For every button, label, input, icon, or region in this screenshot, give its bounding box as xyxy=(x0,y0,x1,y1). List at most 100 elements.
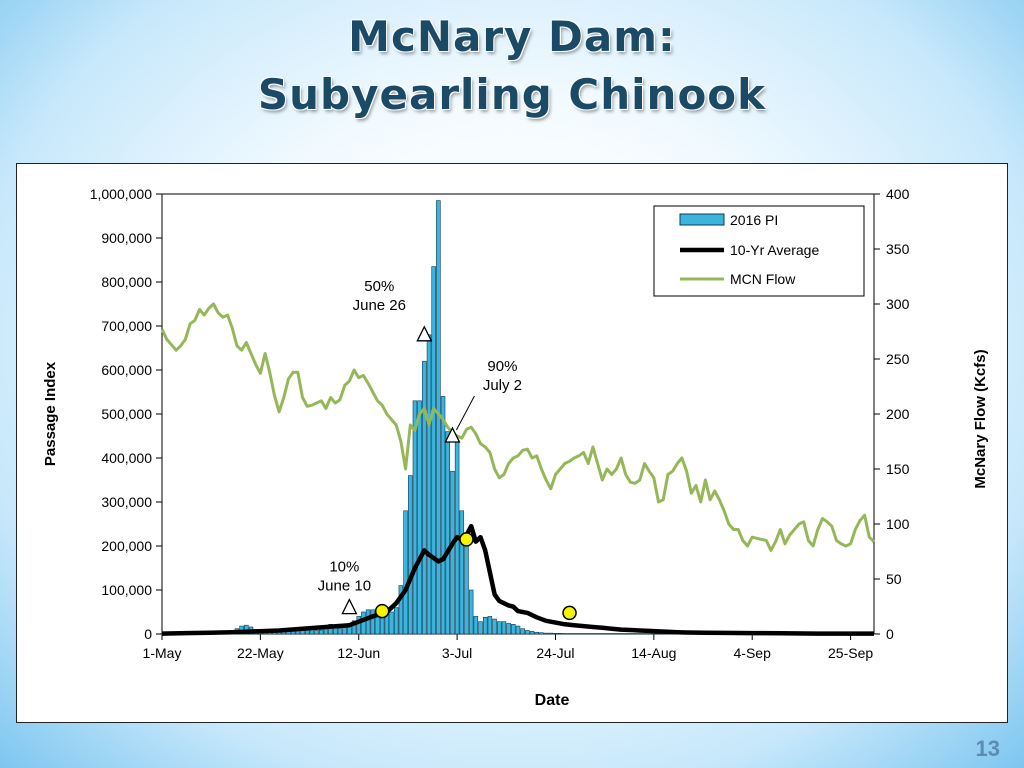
y-tick-label: 0 xyxy=(144,626,152,642)
y-tick-label: 500,000 xyxy=(101,406,152,422)
annotation-leader xyxy=(455,395,475,431)
pi-bar xyxy=(609,633,614,635)
y-tick-label: 300,000 xyxy=(101,494,152,510)
pi-bar xyxy=(356,616,361,635)
y-tick-right-label: 300 xyxy=(886,296,910,312)
pi-bar xyxy=(370,609,376,635)
pi-bar xyxy=(562,633,568,635)
y-axis-right-label: McNary Flow (Kcfs) xyxy=(972,349,989,488)
x-tick-label: 14-Aug xyxy=(631,645,676,661)
annotation-label: July 2 xyxy=(483,377,522,394)
x-tick-label: 24-Jul xyxy=(536,645,574,661)
pi-bar xyxy=(586,633,591,635)
pi-bar xyxy=(497,621,502,635)
x-tick-label: 4-Sep xyxy=(734,645,772,661)
avg-marker xyxy=(374,603,390,619)
pi-bar xyxy=(642,633,647,635)
pi-bar xyxy=(342,627,347,635)
annotations: 10% June 10 50% June 26 90% July 2 xyxy=(318,278,577,621)
pi-bar xyxy=(581,633,586,635)
pi-bar xyxy=(506,623,511,635)
y-tick-label: 400,000 xyxy=(101,450,152,466)
pi-bar xyxy=(459,510,465,635)
pi-bar xyxy=(450,470,455,635)
y-tick-right-label: 0 xyxy=(886,626,894,642)
pi-bar xyxy=(473,616,479,635)
y-tick-label: 800,000 xyxy=(101,274,152,290)
pi-bar xyxy=(426,334,432,635)
pi-bar xyxy=(464,545,469,635)
pi-bar xyxy=(553,633,558,635)
pi-bar xyxy=(628,633,633,635)
pi-bar xyxy=(393,607,399,635)
pi-bar xyxy=(422,360,427,635)
y-tick-label: 600,000 xyxy=(101,362,152,378)
x-tick-label: 22-May xyxy=(237,645,284,661)
pi-bar xyxy=(365,609,371,635)
y-tick-label: 200,000 xyxy=(101,538,152,554)
pi-bar xyxy=(328,624,333,635)
y-tick-label: 900,000 xyxy=(101,230,152,246)
pi-bar xyxy=(576,633,582,635)
pi-bar xyxy=(487,616,493,635)
pi-bar xyxy=(389,611,394,635)
pi-bar xyxy=(604,633,610,635)
passage-flow-chart: 0 100,000 200,000 300,000 400,000 500,000 600,… xyxy=(42,186,989,709)
pi-bar xyxy=(398,585,404,635)
pi-bar xyxy=(417,400,422,635)
y-tick-label: 700,000 xyxy=(101,318,152,334)
pi-bar xyxy=(525,630,530,635)
pi-bar xyxy=(319,629,324,635)
y-tick-right-label: 100 xyxy=(886,516,910,532)
y-tick-right-label: 250 xyxy=(886,351,910,367)
pi-bar xyxy=(646,633,652,635)
pi-bar xyxy=(492,618,497,635)
legend-label-avg: 10-Yr Average xyxy=(730,242,819,258)
pi-bar xyxy=(651,633,657,635)
pi-bar xyxy=(571,633,577,635)
legend-label-flow: MCN Flow xyxy=(730,271,796,287)
pi-bar xyxy=(431,266,436,635)
pi-bar xyxy=(548,632,554,635)
flow-line-group xyxy=(160,302,876,552)
pi-bar xyxy=(529,631,535,635)
slide-title-line1: McNary Dam: xyxy=(348,12,676,61)
y-tick-label: 1,000,000 xyxy=(90,186,152,202)
flow-line xyxy=(160,302,876,552)
pi-bar xyxy=(440,396,446,635)
legend: 2016 PI 10-Yr Average MCN Flow xyxy=(653,205,865,297)
annotation-label: June 26 xyxy=(353,297,406,314)
pi-bar xyxy=(478,621,483,635)
legend-swatch-pi xyxy=(679,213,725,226)
pi-bar xyxy=(618,633,624,635)
annotation-label: 50% xyxy=(364,278,394,295)
pi-bar xyxy=(408,475,413,635)
x-axis-label: Date xyxy=(535,692,570,709)
pi-bar xyxy=(623,633,628,635)
pi-bar xyxy=(515,625,521,635)
x-tick-label: 3-Jul xyxy=(442,645,472,661)
pi-bar xyxy=(614,633,619,635)
pi-bar xyxy=(403,510,408,635)
legend-label-pi: 2016 PI xyxy=(730,212,778,228)
pi-bar xyxy=(600,633,605,635)
slide-title: McNary Dam: Subyearling Chinook xyxy=(0,8,1024,124)
y-tick-label: 100,000 xyxy=(101,582,152,598)
y-tick-right-label: 400 xyxy=(886,186,910,202)
pi-bar xyxy=(595,633,600,635)
pi-bar xyxy=(590,633,596,635)
avg-marker xyxy=(562,605,577,621)
avg-marker xyxy=(459,532,474,547)
pi-bar xyxy=(412,400,418,635)
pi-bar xyxy=(337,628,343,635)
pi-bar xyxy=(351,620,357,635)
pi-bar xyxy=(534,631,539,635)
chart-frame: 0 100,000 200,000 300,000 400,000 500,000 600,… xyxy=(16,163,1008,723)
x-tick-label: 12-Jun xyxy=(337,645,380,661)
y-axis-label: Passage Index xyxy=(42,361,59,466)
pi-bar xyxy=(637,633,643,635)
slide-number: 13 xyxy=(975,736,1000,761)
x-tick-label: 25-Sep xyxy=(828,645,873,661)
slide-title-line2: Subyearling Chinook xyxy=(257,70,767,119)
pi-bar xyxy=(632,633,638,635)
